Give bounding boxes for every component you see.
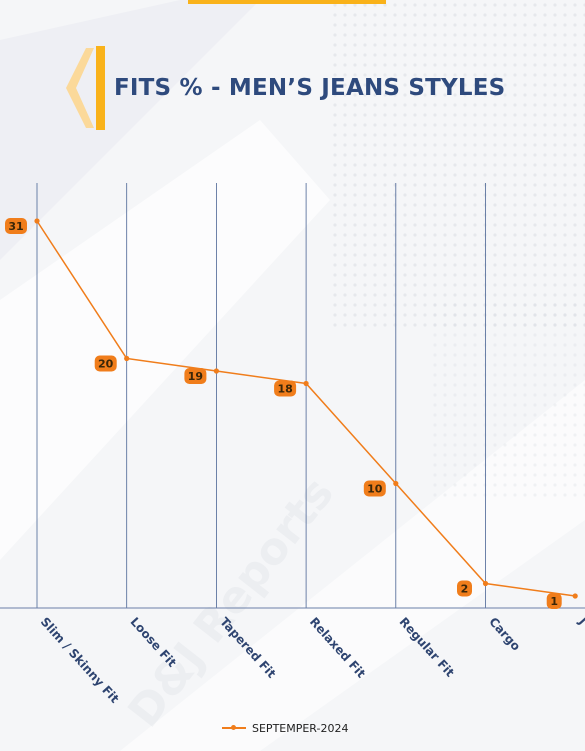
data-label-pill	[546, 593, 562, 609]
data-label-pill	[184, 368, 207, 384]
data-label-text: 2	[461, 583, 469, 596]
x-tick-label: Regular Fit	[397, 615, 458, 680]
data-label-text: 19	[188, 370, 203, 383]
data-label: 1	[546, 593, 562, 609]
data-labels: 31 20 19 18 10 2 1	[5, 218, 562, 609]
x-tick-label: Relaxed Fit	[307, 615, 369, 681]
page-title: FITS % - MEN’S JEANS STYLES	[114, 75, 506, 101]
x-tick-labels: Slim / Skinny Fit Loose Fit Tapered Fit Rel…	[38, 614, 585, 706]
title-block: FITS % - MEN’S JEANS STYLES	[64, 44, 524, 134]
x-tick-label: Slim / Skinny Fit	[38, 615, 122, 706]
data-label-text: 31	[8, 220, 23, 233]
x-tick-label: J	[575, 614, 585, 627]
data-label: 20	[94, 355, 117, 372]
legend-label: SEPTEMPER-2024	[252, 721, 349, 735]
legend: SEPTEMPER-2024	[222, 720, 348, 736]
data-label: 18	[274, 380, 297, 397]
data-label: 19	[184, 368, 207, 384]
data-label-pill	[94, 355, 117, 372]
data-label-text: 20	[98, 358, 114, 371]
data-label: 10	[363, 480, 386, 497]
data-point	[34, 218, 40, 224]
legend-swatch-icon	[222, 723, 246, 733]
series-line-group	[34, 218, 578, 599]
data-label-text: 10	[367, 483, 383, 496]
data-point	[124, 355, 130, 362]
data-point	[482, 580, 489, 587]
data-label: 2	[457, 580, 472, 597]
data-label-text: 1	[550, 595, 558, 608]
chevron-title-icon	[66, 46, 105, 130]
top-accent-bar	[188, 0, 386, 4]
data-label: 31	[5, 218, 27, 234]
x-tick-label: Cargo	[486, 615, 523, 654]
data-label-text: 18	[277, 383, 292, 396]
data-label-pill	[363, 480, 386, 497]
watermark: D&J Reports	[118, 468, 343, 737]
data-point	[303, 380, 309, 387]
grid-lines	[36, 183, 486, 608]
data-point	[213, 368, 219, 374]
data-point	[393, 480, 399, 487]
svg-text:D&J Reports: D&J Reports	[118, 468, 343, 737]
data-label-pill	[274, 380, 297, 397]
data-label-pill	[5, 218, 27, 234]
data-point	[572, 593, 578, 599]
data-label-pill	[457, 580, 472, 597]
